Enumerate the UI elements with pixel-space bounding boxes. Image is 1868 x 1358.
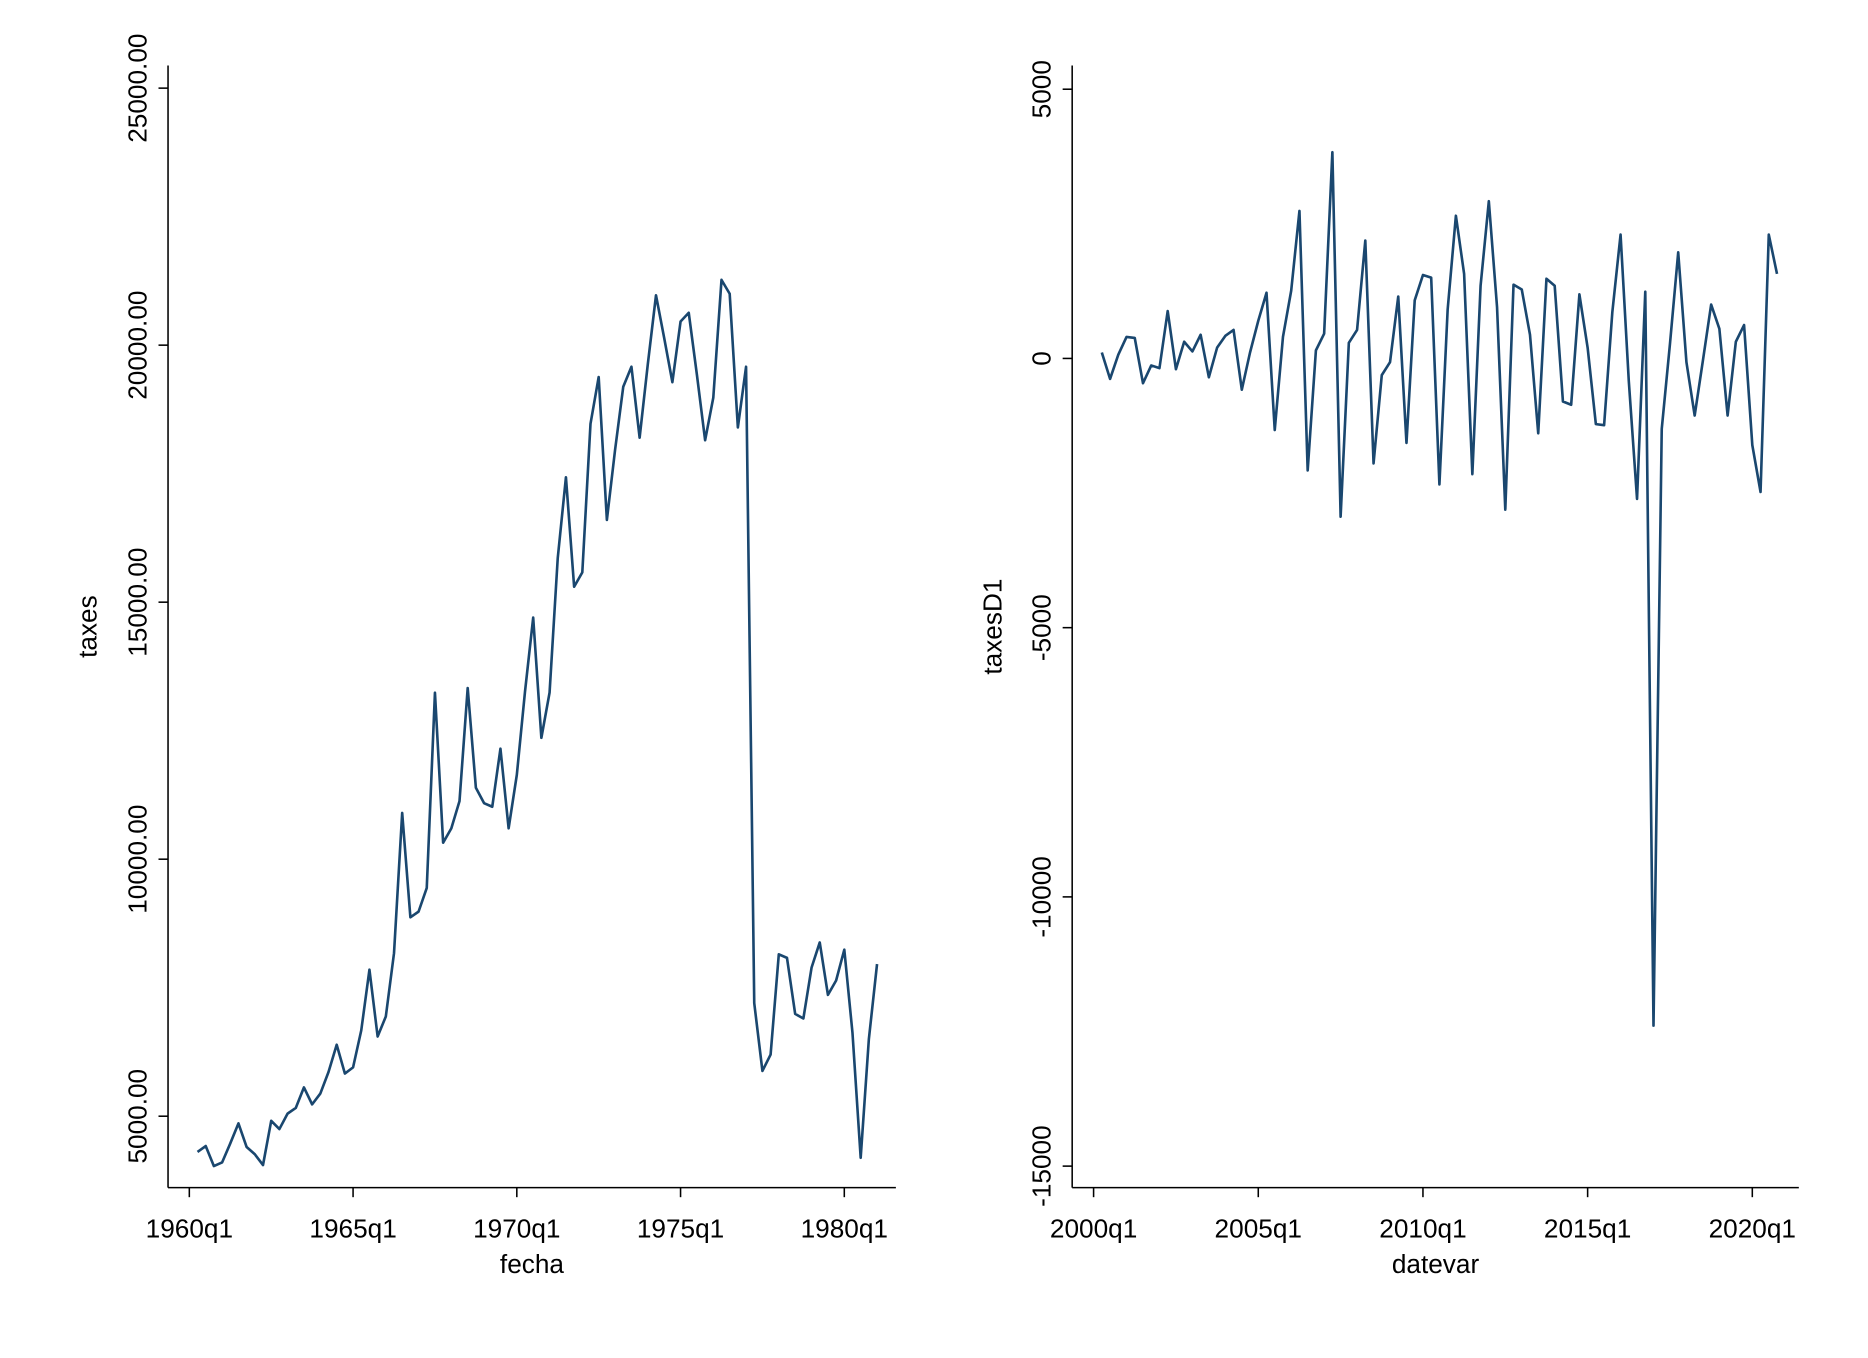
x-tick-label: 1975q1 <box>637 1213 724 1243</box>
y-tick-label: 10000.00 <box>122 805 152 914</box>
x-tick-label: 2010q1 <box>1379 1213 1466 1243</box>
data-line <box>196 278 879 1168</box>
data-line <box>1100 150 1779 1027</box>
y-tick-label: -5000 <box>1027 594 1057 661</box>
y-tick-label: -10000 <box>1027 856 1057 938</box>
y-tick-label: -15000 <box>1027 1125 1057 1207</box>
y-tick-label: 5000.00 <box>122 1069 152 1164</box>
x-tick-label: 2015q1 <box>1544 1213 1631 1243</box>
x-tick-label: 2020q1 <box>1709 1213 1796 1243</box>
y-tick-label: 0 <box>1027 351 1057 366</box>
y-tick-label: 5000 <box>1027 60 1057 118</box>
y-axis-title: taxes <box>72 595 102 658</box>
x-axis-title: datevar <box>1392 1249 1480 1279</box>
y-tick-label: 25000.00 <box>122 34 152 143</box>
y-tick-label: 20000.00 <box>122 291 152 400</box>
x-tick-label: 1970q1 <box>473 1213 560 1243</box>
x-tick-label: 2000q1 <box>1050 1213 1137 1243</box>
x-tick-label: 1960q1 <box>146 1213 233 1243</box>
y-axis-title: taxesD1 <box>978 579 1008 675</box>
x-tick-label: 2005q1 <box>1215 1213 1302 1243</box>
x-axis-title: fecha <box>500 1249 564 1279</box>
y-tick-label: 15000.00 <box>122 548 152 657</box>
x-tick-label: 1965q1 <box>309 1213 396 1243</box>
x-tick-label: 1980q1 <box>801 1213 888 1243</box>
